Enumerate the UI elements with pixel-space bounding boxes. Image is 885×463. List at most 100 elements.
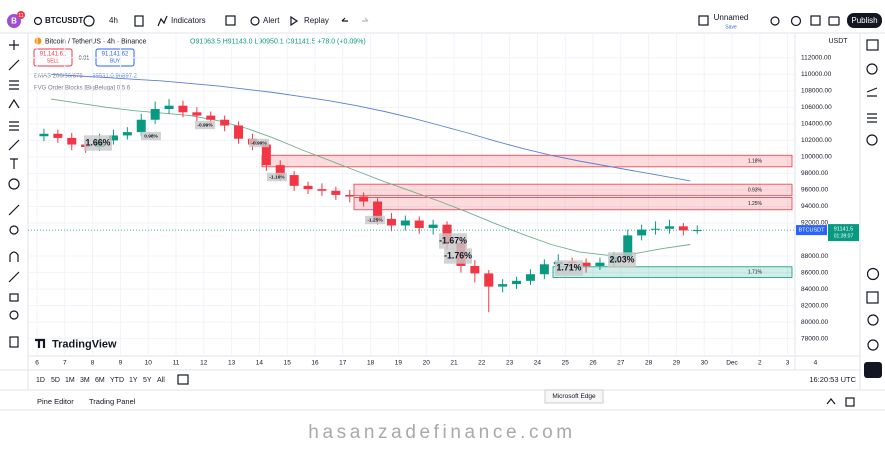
plot-area: 1.18% 0.93% 1.25% 1.71% 1.66% 0.98% -0.99% -0.9… [28, 33, 795, 356]
apps-button[interactable] [864, 362, 882, 378]
indicator-1-values: 89931.0 96897.2 [92, 74, 138, 80]
range-button[interactable]: YTD [110, 377, 124, 384]
annotation: 1.66% [86, 137, 111, 147]
watchlist-icon[interactable] [866, 39, 879, 51]
candle-body [261, 144, 271, 166]
layout-checkbox[interactable] [698, 15, 709, 26]
y-tick-label: 112000.00 [801, 55, 832, 62]
y-tick-label: 80000.00 [801, 319, 828, 326]
candle-body [220, 119, 230, 126]
alerts-icon[interactable] [866, 63, 878, 75]
y-tick-label: 94000.00 [801, 203, 828, 210]
fullscreen-icon[interactable] [810, 15, 821, 26]
y-tick-label: 104000.00 [801, 121, 832, 128]
symbol-button[interactable]: BTCUSDT [45, 16, 83, 25]
pine-editor-tab[interactable]: Pine Editor [37, 397, 74, 406]
maximize-icon[interactable] [845, 397, 855, 407]
annotation: -1.16% [269, 174, 285, 180]
y-tick-label: 84000.00 [801, 286, 828, 293]
date-range-icon[interactable] [177, 374, 189, 385]
x-tick-label: 24 [534, 360, 542, 367]
add-symbol-icon[interactable] [83, 15, 95, 27]
hide-tool[interactable] [9, 310, 19, 320]
text-tool[interactable] [10, 158, 18, 169]
indicator-1-title[interactable]: EMAS 200/50/675 [34, 74, 83, 80]
pattern-tool[interactable] [8, 98, 20, 109]
zoom-tool[interactable] [9, 225, 19, 235]
layout-name[interactable]: Unnamed [714, 13, 749, 22]
range-button[interactable]: 5D [51, 377, 60, 384]
annotation: -1.67% [439, 235, 467, 245]
settings-icon[interactable] [790, 15, 802, 27]
magnet-tool[interactable] [9, 251, 19, 262]
x-tick-label: 23 [506, 360, 514, 367]
calendar-icon[interactable] [866, 291, 879, 304]
candle-body [664, 226, 674, 229]
x-tick-label: 12 [200, 360, 208, 367]
emoji-tool[interactable] [8, 178, 20, 190]
annotation-box [555, 260, 583, 276]
prediction-tool[interactable] [9, 121, 19, 131]
crosshair-tool[interactable] [9, 40, 19, 50]
lock-tool[interactable] [9, 293, 19, 302]
range-button[interactable]: 5Y [143, 377, 152, 384]
undo-icon[interactable] [341, 17, 348, 22]
chart-type-icon[interactable] [134, 15, 144, 27]
redo-icon[interactable] [362, 17, 369, 22]
coin-icon [34, 37, 42, 45]
collapse-icon[interactable] [826, 398, 836, 405]
fib-tool[interactable] [9, 80, 19, 90]
snapshot-icon[interactable] [828, 16, 840, 26]
trendline-tool[interactable] [8, 59, 20, 71]
candle-body [317, 189, 327, 191]
trading-panel-tab[interactable]: Trading Panel [89, 397, 136, 406]
y-tick-label: 98000.00 [801, 170, 828, 177]
tech-icon[interactable] [866, 267, 880, 281]
chat-icon[interactable] [867, 314, 879, 326]
alert-button[interactable]: Alert [263, 16, 280, 25]
right-sidebar [864, 39, 882, 378]
candle-body [122, 132, 132, 136]
range-button[interactable]: 1D [36, 377, 45, 384]
data-window-icon[interactable] [866, 87, 878, 97]
x-tick-label: 19 [395, 360, 403, 367]
x-tick-label: 21 [450, 360, 458, 367]
interval-button[interactable]: 4h [109, 16, 118, 25]
range-button[interactable]: 3M [80, 377, 90, 384]
candle-body [206, 115, 216, 120]
y-tick-label: 86000.00 [801, 269, 828, 276]
annotation: 2.03% [610, 254, 635, 264]
range-button[interactable]: 6M [95, 377, 105, 384]
indicator-2-title[interactable]: FVG Order Blocks [BigBeluga] 0.5 6 [34, 86, 131, 92]
candle-body [428, 224, 438, 228]
x-tick-label: 26 [589, 360, 597, 367]
annotation: -0.99% [251, 140, 267, 146]
news-icon[interactable] [867, 113, 877, 123]
help-icon[interactable] [867, 339, 879, 351]
y-tick-label: 82000.00 [801, 302, 828, 309]
sell-price: 91,141.61 [40, 52, 67, 58]
ideas-icon[interactable] [866, 134, 878, 146]
x-tick-label: 4 [814, 360, 818, 367]
replay-button[interactable]: Replay [304, 16, 329, 25]
currency-label: USDT [828, 38, 848, 45]
range-button[interactable]: All [157, 377, 165, 384]
publish-button[interactable] [847, 13, 882, 28]
search-icon [33, 16, 43, 26]
brush-tool[interactable] [8, 139, 20, 151]
candle-body [400, 220, 410, 226]
range-button[interactable]: 1M [65, 377, 75, 384]
candle-body [164, 105, 174, 109]
measure-tool[interactable] [8, 204, 20, 216]
x-tick-label: 13 [228, 360, 236, 367]
stay-drawing-tool[interactable] [8, 271, 20, 283]
annotation: -1.25% [367, 217, 383, 223]
indicators-button[interactable]: Indicators [171, 16, 206, 25]
avatar[interactable] [7, 14, 21, 28]
search-icon-right[interactable] [770, 16, 780, 26]
candle-body [498, 284, 508, 287]
candle-body [595, 262, 605, 266]
templates-icon[interactable] [225, 15, 236, 26]
range-button[interactable]: 1Y [129, 377, 138, 384]
delete-tool[interactable] [9, 336, 19, 348]
